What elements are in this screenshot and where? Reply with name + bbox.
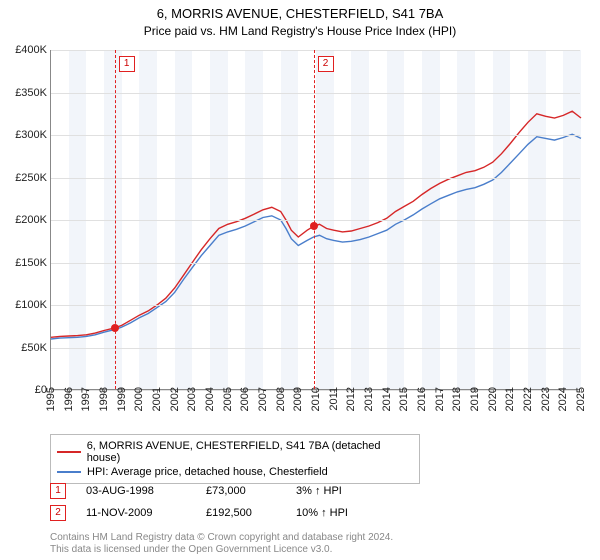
- sale-row: 2 11-NOV-2009 £192,500 10% ↑ HPI: [50, 502, 376, 524]
- x-tick-label: 2025: [575, 387, 587, 411]
- legend-label: HPI: Average price, detached house, Ches…: [87, 466, 328, 478]
- x-tick-label: 2005: [222, 387, 234, 411]
- x-tick-label: 2004: [204, 387, 216, 411]
- y-tick-label: £400K: [3, 44, 47, 56]
- sales-table: 1 03-AUG-1998 £73,000 3% ↑ HPI 2 11-NOV-…: [50, 480, 376, 524]
- y-tick-label: £250K: [3, 172, 47, 184]
- x-tick-label: 2019: [469, 387, 481, 411]
- x-tick-label: 2007: [257, 387, 269, 411]
- legend-swatch: [57, 471, 81, 473]
- sale-marker-line: [314, 50, 315, 389]
- x-tick-label: 2021: [504, 387, 516, 411]
- x-tick-label: 2009: [292, 387, 304, 411]
- gridline: [51, 220, 580, 221]
- x-tick-label: 1997: [80, 387, 92, 411]
- sale-hpi-delta: 3% ↑ HPI: [296, 485, 376, 497]
- gridline: [51, 135, 580, 136]
- legend-swatch: [57, 451, 81, 453]
- sale-marker-badge: 1: [50, 483, 66, 499]
- x-tick-label: 2002: [169, 387, 181, 411]
- gridline: [51, 305, 580, 306]
- x-tick-label: 2023: [540, 387, 552, 411]
- x-tick-label: 2006: [239, 387, 251, 411]
- legend: 6, MORRIS AVENUE, CHESTERFIELD, S41 7BA …: [50, 434, 420, 484]
- x-tick-label: 1998: [98, 387, 110, 411]
- x-tick-label: 2015: [398, 387, 410, 411]
- legend-label: 6, MORRIS AVENUE, CHESTERFIELD, S41 7BA …: [87, 440, 413, 464]
- sale-marker-badge: 1: [119, 56, 135, 72]
- y-tick-label: £0: [3, 384, 47, 396]
- sale-marker-dot: [111, 324, 119, 332]
- x-tick-label: 2014: [381, 387, 393, 411]
- x-tick-label: 2013: [363, 387, 375, 411]
- sale-price: £192,500: [206, 507, 276, 519]
- y-tick-label: £200K: [3, 214, 47, 226]
- x-tick-label: 2018: [451, 387, 463, 411]
- x-tick-label: 1995: [45, 387, 57, 411]
- x-tick-label: 2022: [522, 387, 534, 411]
- gridline: [51, 93, 580, 94]
- chart-subtitle: Price paid vs. HM Land Registry's House …: [0, 23, 600, 38]
- x-tick-label: 2010: [310, 387, 322, 411]
- sale-marker-badge: 2: [50, 505, 66, 521]
- y-tick-label: £150K: [3, 257, 47, 269]
- x-tick-label: 2016: [416, 387, 428, 411]
- x-tick-label: 2012: [345, 387, 357, 411]
- x-tick-label: 2017: [434, 387, 446, 411]
- x-tick-label: 2020: [487, 387, 499, 411]
- y-tick-label: £100K: [3, 299, 47, 311]
- x-tick-label: 2024: [557, 387, 569, 411]
- x-tick-label: 2000: [133, 387, 145, 411]
- x-tick-label: 2001: [151, 387, 163, 411]
- x-tick-label: 1999: [116, 387, 128, 411]
- sale-hpi-delta: 10% ↑ HPI: [296, 507, 376, 519]
- sale-marker-badge: 2: [318, 56, 334, 72]
- legend-item: HPI: Average price, detached house, Ches…: [57, 465, 413, 479]
- gridline: [51, 263, 580, 264]
- sale-price: £73,000: [206, 485, 276, 497]
- sale-row: 1 03-AUG-1998 £73,000 3% ↑ HPI: [50, 480, 376, 502]
- x-tick-label: 2003: [186, 387, 198, 411]
- x-tick-label: 2008: [275, 387, 287, 411]
- footer-line: Contains HM Land Registry data © Crown c…: [50, 532, 393, 544]
- y-tick-label: £300K: [3, 129, 47, 141]
- sale-date: 11-NOV-2009: [86, 507, 186, 519]
- sale-marker-dot: [310, 222, 318, 230]
- sale-marker-line: [115, 50, 116, 389]
- x-tick-label: 2011: [328, 387, 340, 411]
- footer-line: This data is licensed under the Open Gov…: [50, 544, 393, 556]
- attribution-footer: Contains HM Land Registry data © Crown c…: [50, 532, 393, 556]
- plot-area: £0£50K£100K£150K£200K£250K£300K£350K£400…: [50, 50, 580, 390]
- x-tick-label: 1996: [63, 387, 75, 411]
- series-line: [51, 134, 581, 339]
- y-tick-label: £50K: [3, 342, 47, 354]
- legend-item: 6, MORRIS AVENUE, CHESTERFIELD, S41 7BA …: [57, 439, 413, 465]
- gridline: [51, 50, 580, 51]
- gridline: [51, 348, 580, 349]
- chart-container: 6, MORRIS AVENUE, CHESTERFIELD, S41 7BA …: [0, 0, 600, 560]
- chart-title: 6, MORRIS AVENUE, CHESTERFIELD, S41 7BA: [0, 0, 600, 23]
- gridline: [51, 178, 580, 179]
- y-tick-label: £350K: [3, 87, 47, 99]
- sale-date: 03-AUG-1998: [86, 485, 186, 497]
